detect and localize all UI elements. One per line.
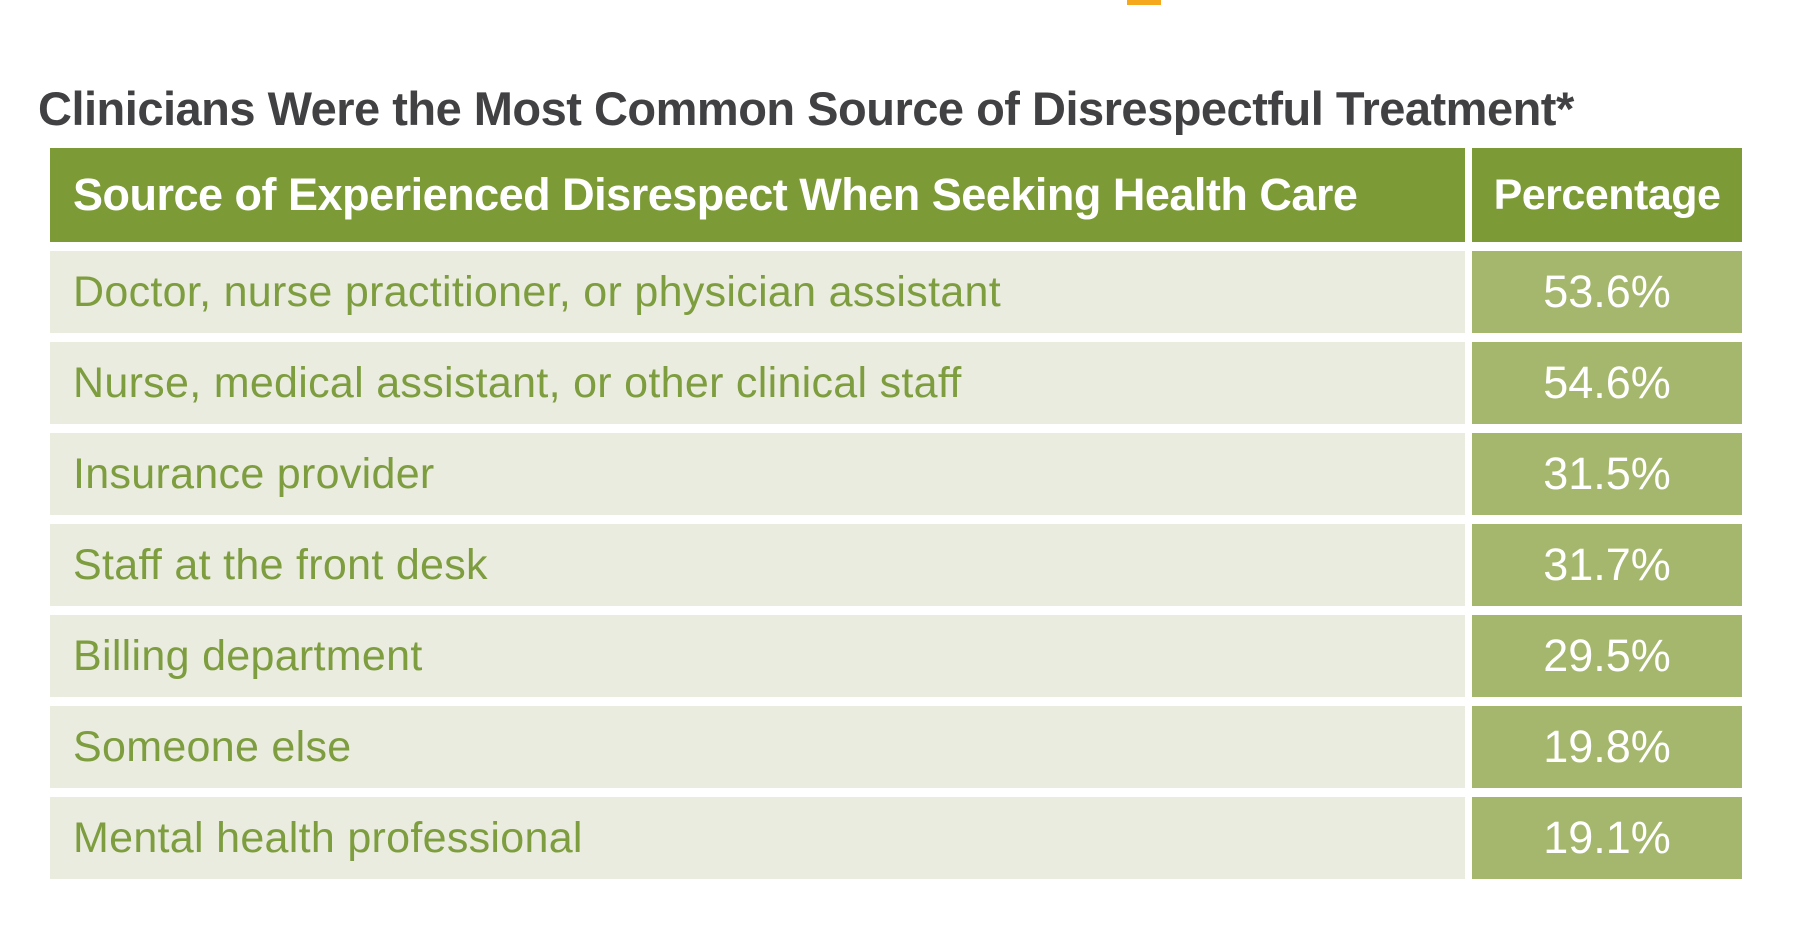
row-label-cell: Doctor, nurse practitioner, or physician… xyxy=(50,251,1465,333)
row-percentage-cell: 19.8% xyxy=(1472,706,1742,788)
row-label-cell: Someone else xyxy=(50,706,1465,788)
row-label: Billing department xyxy=(73,631,423,680)
row-percentage: 31.5% xyxy=(1543,448,1671,499)
table-row: Someone else 19.8% xyxy=(50,706,1742,788)
row-label: Insurance provider xyxy=(73,449,435,498)
table-row: Nurse, medical assistant, or other clini… xyxy=(50,342,1742,424)
column-header-source: Source of Experienced Disrespect When Se… xyxy=(50,148,1465,242)
orange-accent-marker xyxy=(1127,0,1161,5)
row-percentage-cell: 31.5% xyxy=(1472,433,1742,515)
row-percentage: 53.6% xyxy=(1543,266,1671,317)
row-label-cell: Nurse, medical assistant, or other clini… xyxy=(50,342,1465,424)
row-percentage: 19.8% xyxy=(1543,721,1671,772)
disrespect-source-table: Source of Experienced Disrespect When Se… xyxy=(50,148,1742,879)
row-percentage: 54.6% xyxy=(1543,357,1671,408)
row-label-cell: Staff at the front desk xyxy=(50,524,1465,606)
table-row: Mental health professional 19.1% xyxy=(50,797,1742,879)
row-label: Nurse, medical assistant, or other clini… xyxy=(73,358,962,407)
column-header-percentage: Percentage xyxy=(1472,148,1742,242)
row-label: Mental health professional xyxy=(73,813,583,862)
row-label-cell: Billing department xyxy=(50,615,1465,697)
row-percentage-cell: 31.7% xyxy=(1472,524,1742,606)
row-percentage: 19.1% xyxy=(1543,812,1671,863)
page-title: Clinicians Were the Most Common Source o… xyxy=(38,82,1574,136)
row-percentage-cell: 54.6% xyxy=(1472,342,1742,424)
row-label: Someone else xyxy=(73,722,352,771)
row-label: Staff at the front desk xyxy=(73,540,488,589)
table-header-row: Source of Experienced Disrespect When Se… xyxy=(50,148,1742,242)
row-label-cell: Insurance provider xyxy=(50,433,1465,515)
table-row: Staff at the front desk 31.7% xyxy=(50,524,1742,606)
row-percentage-cell: 53.6% xyxy=(1472,251,1742,333)
row-label: Doctor, nurse practitioner, or physician… xyxy=(73,267,1001,316)
row-percentage-cell: 29.5% xyxy=(1472,615,1742,697)
table-row: Billing department 29.5% xyxy=(50,615,1742,697)
row-label-cell: Mental health professional xyxy=(50,797,1465,879)
table-row: Insurance provider 31.5% xyxy=(50,433,1742,515)
row-percentage-cell: 19.1% xyxy=(1472,797,1742,879)
row-percentage: 31.7% xyxy=(1543,539,1671,590)
row-percentage: 29.5% xyxy=(1543,630,1671,681)
table-row: Doctor, nurse practitioner, or physician… xyxy=(50,251,1742,333)
